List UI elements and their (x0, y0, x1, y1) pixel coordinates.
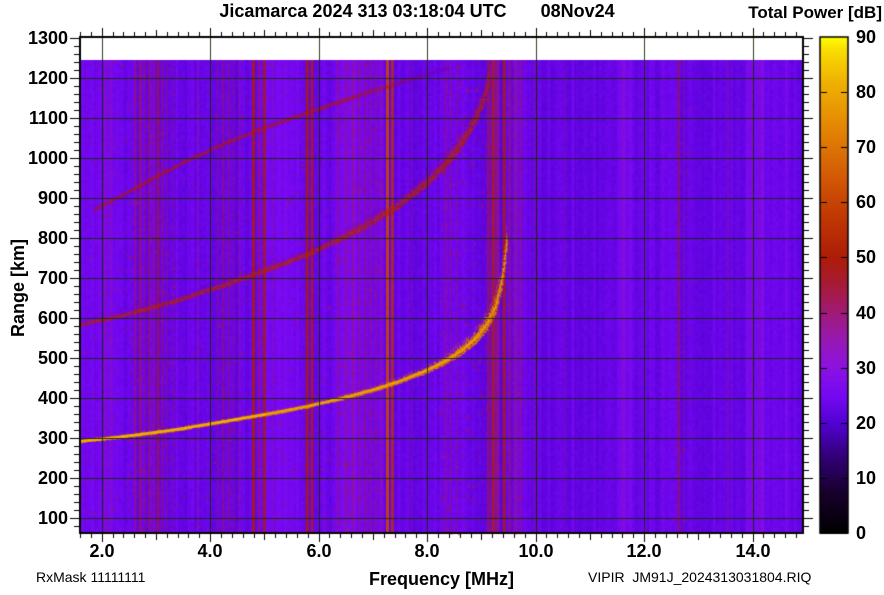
colorbar-tick-label: 60 (856, 192, 877, 212)
y-tick-label: 1200 (27, 68, 68, 88)
y-tick-label: 400 (37, 388, 68, 408)
colorbar-tick-label: 90 (856, 27, 877, 47)
y-tick-label: 800 (37, 228, 68, 248)
plot-title-date: 08Nov24 (540, 1, 615, 21)
x-tick-label: 10.0 (518, 541, 554, 561)
rx-mask-label: RxMask 11111111 (36, 569, 146, 585)
colorbar-tick-label: 70 (856, 137, 877, 157)
y-tick-label: 900 (37, 188, 68, 208)
colorbar-tick-label: 0 (856, 523, 867, 543)
y-tick-label: 1300 (27, 28, 68, 48)
plot-title-datetime: Jicamarca 2024 313 03:18:04 UTC (219, 1, 507, 21)
x-tick-label: 6.0 (306, 541, 332, 561)
y-tick-label: 200 (37, 468, 68, 488)
y-tick-label: 300 (37, 428, 68, 448)
x-tick-label: 4.0 (197, 541, 223, 561)
x-axis-title: Frequency [MHz] (368, 569, 514, 589)
colorbar-tick-label: 10 (856, 468, 877, 488)
y-tick-label: 1000 (27, 148, 68, 168)
y-tick-label: 600 (37, 308, 68, 328)
data-file-label: VIPIR JM91J_2024313031804.RIQ (588, 569, 812, 585)
colorbar-tick-label: 80 (856, 82, 877, 102)
x-tick-label: 8.0 (414, 541, 440, 561)
y-tick-label: 500 (37, 348, 68, 368)
x-tick-label: 12.0 (626, 541, 662, 561)
colorbar-tick-label: 40 (856, 303, 877, 323)
colorbar-title: Total Power [dB] (748, 3, 882, 22)
y-tick-label: 100 (37, 508, 68, 528)
y-tick-label: 700 (37, 268, 68, 288)
colorbar-tick-label: 20 (856, 413, 877, 433)
colorbar-tick-label: 30 (856, 358, 877, 378)
x-tick-label: 2.0 (89, 541, 115, 561)
x-tick-label: 14.0 (735, 541, 771, 561)
plot-title: Jicamarca 2024 313 03:18:04 UTC 08Nov24 (0, 1, 834, 22)
y-tick-label: 1100 (28, 108, 68, 128)
colorbar-tick-label: 50 (856, 247, 877, 267)
